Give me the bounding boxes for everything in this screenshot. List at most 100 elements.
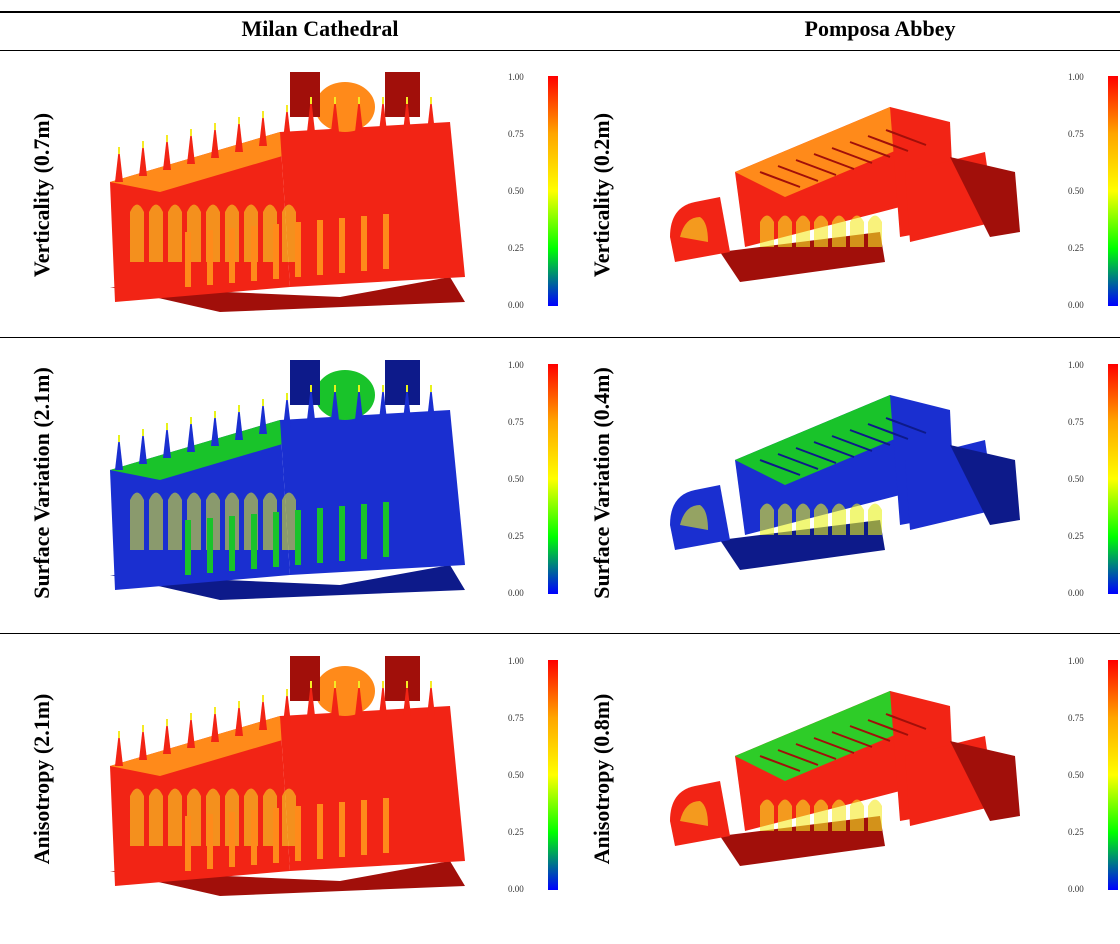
colorbar: 1.00 0.75 0.50 0.25 0.00 — [508, 360, 560, 615]
column — [229, 228, 235, 283]
point-cloud-illustration — [670, 107, 1020, 282]
colorbar-tick-label: 0.75 — [508, 713, 524, 723]
annex — [950, 741, 1020, 821]
colorbar-tick-label: 0.50 — [508, 474, 524, 484]
annex — [950, 445, 1020, 525]
nave-roof — [110, 132, 330, 192]
spire — [115, 147, 123, 182]
arch — [778, 215, 792, 247]
column — [273, 512, 279, 567]
spire — [379, 385, 387, 420]
column — [383, 798, 389, 853]
spire — [211, 411, 219, 446]
column — [273, 224, 279, 279]
colorbar-gradient — [1108, 364, 1118, 594]
arch — [832, 799, 846, 831]
point-cloud-illustration — [670, 395, 1020, 570]
tower-left — [290, 360, 320, 405]
nave-roof — [735, 691, 940, 781]
column — [273, 808, 279, 863]
roof-rib — [831, 731, 873, 748]
spire — [283, 105, 291, 140]
arch — [850, 503, 864, 535]
spire — [331, 681, 339, 716]
colorbar-tick-label: 0.25 — [508, 531, 524, 541]
colorbar: 1.00 0.75 0.50 0.25 0.00 — [1068, 72, 1120, 327]
spire — [307, 385, 315, 420]
column — [339, 802, 345, 857]
spire — [235, 701, 243, 736]
column — [207, 518, 213, 573]
column — [229, 516, 235, 571]
column — [207, 230, 213, 285]
row-label-milan-0: Verticality (0.7m) — [29, 112, 54, 278]
point-cloud-illustration — [110, 360, 465, 600]
arch — [796, 503, 810, 535]
arch — [814, 215, 828, 247]
floor-plane — [110, 277, 465, 312]
spire — [331, 385, 339, 420]
point-cloud-illustration — [110, 656, 465, 896]
spire — [211, 123, 219, 158]
spire — [403, 97, 411, 132]
arch — [832, 503, 846, 535]
colorbar-tick-label: 0.75 — [1068, 129, 1084, 139]
spire — [187, 417, 195, 452]
roof-rib — [867, 135, 909, 152]
column — [383, 502, 389, 557]
column — [317, 220, 323, 275]
spire — [163, 135, 171, 170]
colorbar-tick-label: 0.50 — [1068, 186, 1084, 196]
column — [317, 804, 323, 859]
spire — [163, 719, 171, 754]
roof-rib — [885, 129, 927, 146]
colorbar-gradient — [548, 660, 558, 890]
roof-rib — [885, 417, 927, 434]
column — [207, 814, 213, 869]
pomposa-abbey-render-0 — [650, 62, 1040, 327]
spire — [259, 695, 267, 730]
colorbar-gradient — [548, 76, 558, 306]
arch — [760, 503, 774, 535]
roof-rib — [795, 159, 837, 176]
colorbar: 1.00 0.75 0.50 0.25 0.00 — [1068, 360, 1120, 615]
arch — [868, 503, 882, 535]
colorbar-tick-label: 0.00 — [508, 300, 524, 310]
roof-rib — [849, 725, 891, 742]
nave-roof — [735, 395, 940, 485]
apse-window — [680, 217, 708, 242]
colorbar-gradient — [1108, 76, 1118, 306]
apse-window — [680, 505, 708, 530]
tower-right — [385, 72, 420, 117]
roof-rib — [759, 755, 801, 772]
column — [185, 520, 191, 575]
colorbar-tick-label: 1.00 — [1068, 656, 1084, 666]
tower-right — [385, 656, 420, 701]
column — [251, 226, 257, 281]
spire — [187, 713, 195, 748]
colorbar-tick-label: 0.75 — [508, 129, 524, 139]
column — [185, 816, 191, 871]
nave-roof — [735, 107, 940, 197]
tower-left — [290, 656, 320, 701]
arch — [796, 215, 810, 247]
point-cloud-illustration — [110, 72, 465, 312]
spire — [379, 681, 387, 716]
column — [361, 216, 367, 271]
column-header-pomposa: Pomposa Abbey — [804, 16, 956, 41]
spire — [115, 731, 123, 766]
column-header-milan: Milan Cathedral — [241, 16, 399, 41]
colorbar-tick-label: 0.50 — [1068, 474, 1084, 484]
roof-rib — [813, 737, 855, 754]
arch — [149, 204, 163, 262]
column — [295, 510, 301, 565]
colorbar-tick-label: 0.50 — [1068, 770, 1084, 780]
spire — [427, 97, 435, 132]
floor-plane — [110, 565, 465, 600]
spire — [139, 141, 147, 176]
column — [229, 812, 235, 867]
roof-rib — [849, 141, 891, 158]
spire — [163, 423, 171, 458]
header-rule — [0, 50, 1120, 51]
row-divider-2 — [0, 633, 1120, 634]
